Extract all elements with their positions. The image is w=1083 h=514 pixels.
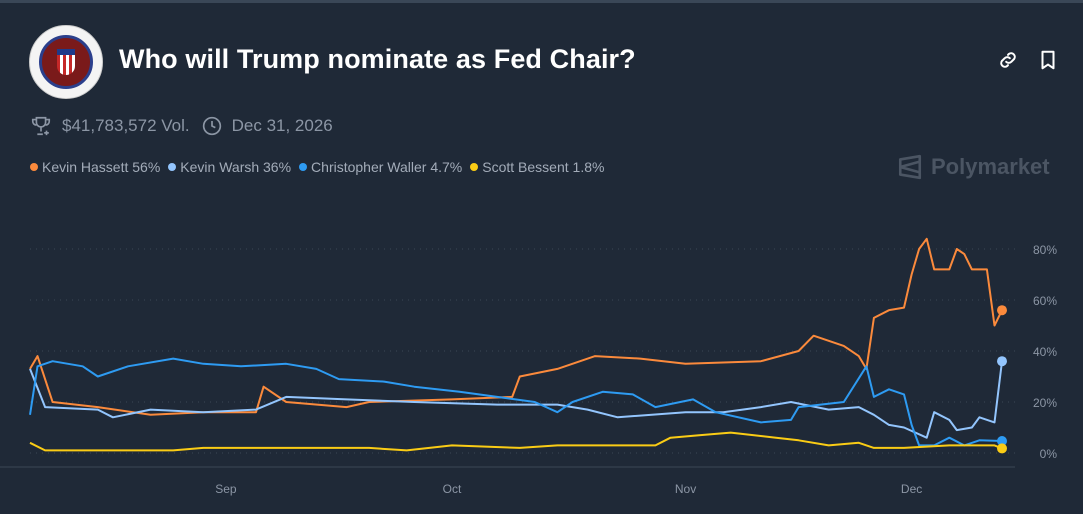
- series-endpoint-kevin-hassett: [997, 305, 1007, 316]
- bookmark-icon[interactable]: [1037, 49, 1059, 71]
- y-tick-label: 0%: [1040, 447, 1058, 461]
- legend-label: Christopher Waller 4.7%: [311, 159, 463, 175]
- y-tick-label: 40%: [1033, 345, 1057, 359]
- top-border: [0, 0, 1083, 3]
- link-icon[interactable]: [997, 49, 1019, 71]
- market-meta: $41,783,572 Vol. Dec 31, 2026: [30, 115, 333, 137]
- x-tick-label: Oct: [443, 482, 462, 496]
- series-endpoint-kevin-warsh: [997, 356, 1007, 367]
- federal-reserve-seal: [29, 25, 103, 99]
- x-tick-label: Sep: [215, 482, 237, 496]
- legend-label: Kevin Hassett 56%: [42, 159, 161, 175]
- x-tick-label: Nov: [675, 482, 696, 496]
- legend-item-waller: Christopher Waller 4.7%: [299, 159, 462, 175]
- legend-item-warsh: Kevin Warsh 36%: [168, 159, 291, 175]
- legend-label: Scott Bessent 1.8%: [482, 159, 605, 175]
- series-endpoint-scott-bessent: [997, 443, 1007, 454]
- y-tick-label: 60%: [1033, 294, 1057, 308]
- series-line-scott-bessent: [29, 431, 1003, 452]
- end-date: Dec 31, 2026: [231, 116, 333, 135]
- series-line-kevin-warsh: [29, 361, 1003, 439]
- series-endpoint-christopher-waller: [997, 436, 1007, 447]
- series-line-christopher-waller: [29, 357, 1003, 447]
- clock-icon: [202, 116, 221, 136]
- brand-name: Polymarket: [931, 154, 1050, 179]
- polymarket-logo: Polymarket: [897, 154, 1050, 180]
- legend-item-hassett: Kevin Hassett 56%: [30, 159, 160, 175]
- y-tick-label: 80%: [1033, 243, 1057, 257]
- legend-item-bessent: Scott Bessent 1.8%: [470, 159, 604, 175]
- chart-legend: Kevin Hassett 56% Kevin Warsh 36% Christ…: [30, 159, 604, 175]
- page-title: Who will Trump nominate as Fed Chair?: [119, 44, 636, 74]
- trophy-icon: [31, 116, 51, 136]
- legend-label: Kevin Warsh 36%: [180, 159, 292, 175]
- volume: $41,783,572 Vol.: [62, 116, 190, 135]
- series-line-kevin-hassett: [29, 237, 1003, 416]
- y-tick-label: 20%: [1033, 396, 1057, 410]
- x-tick-label: Dec: [901, 482, 922, 496]
